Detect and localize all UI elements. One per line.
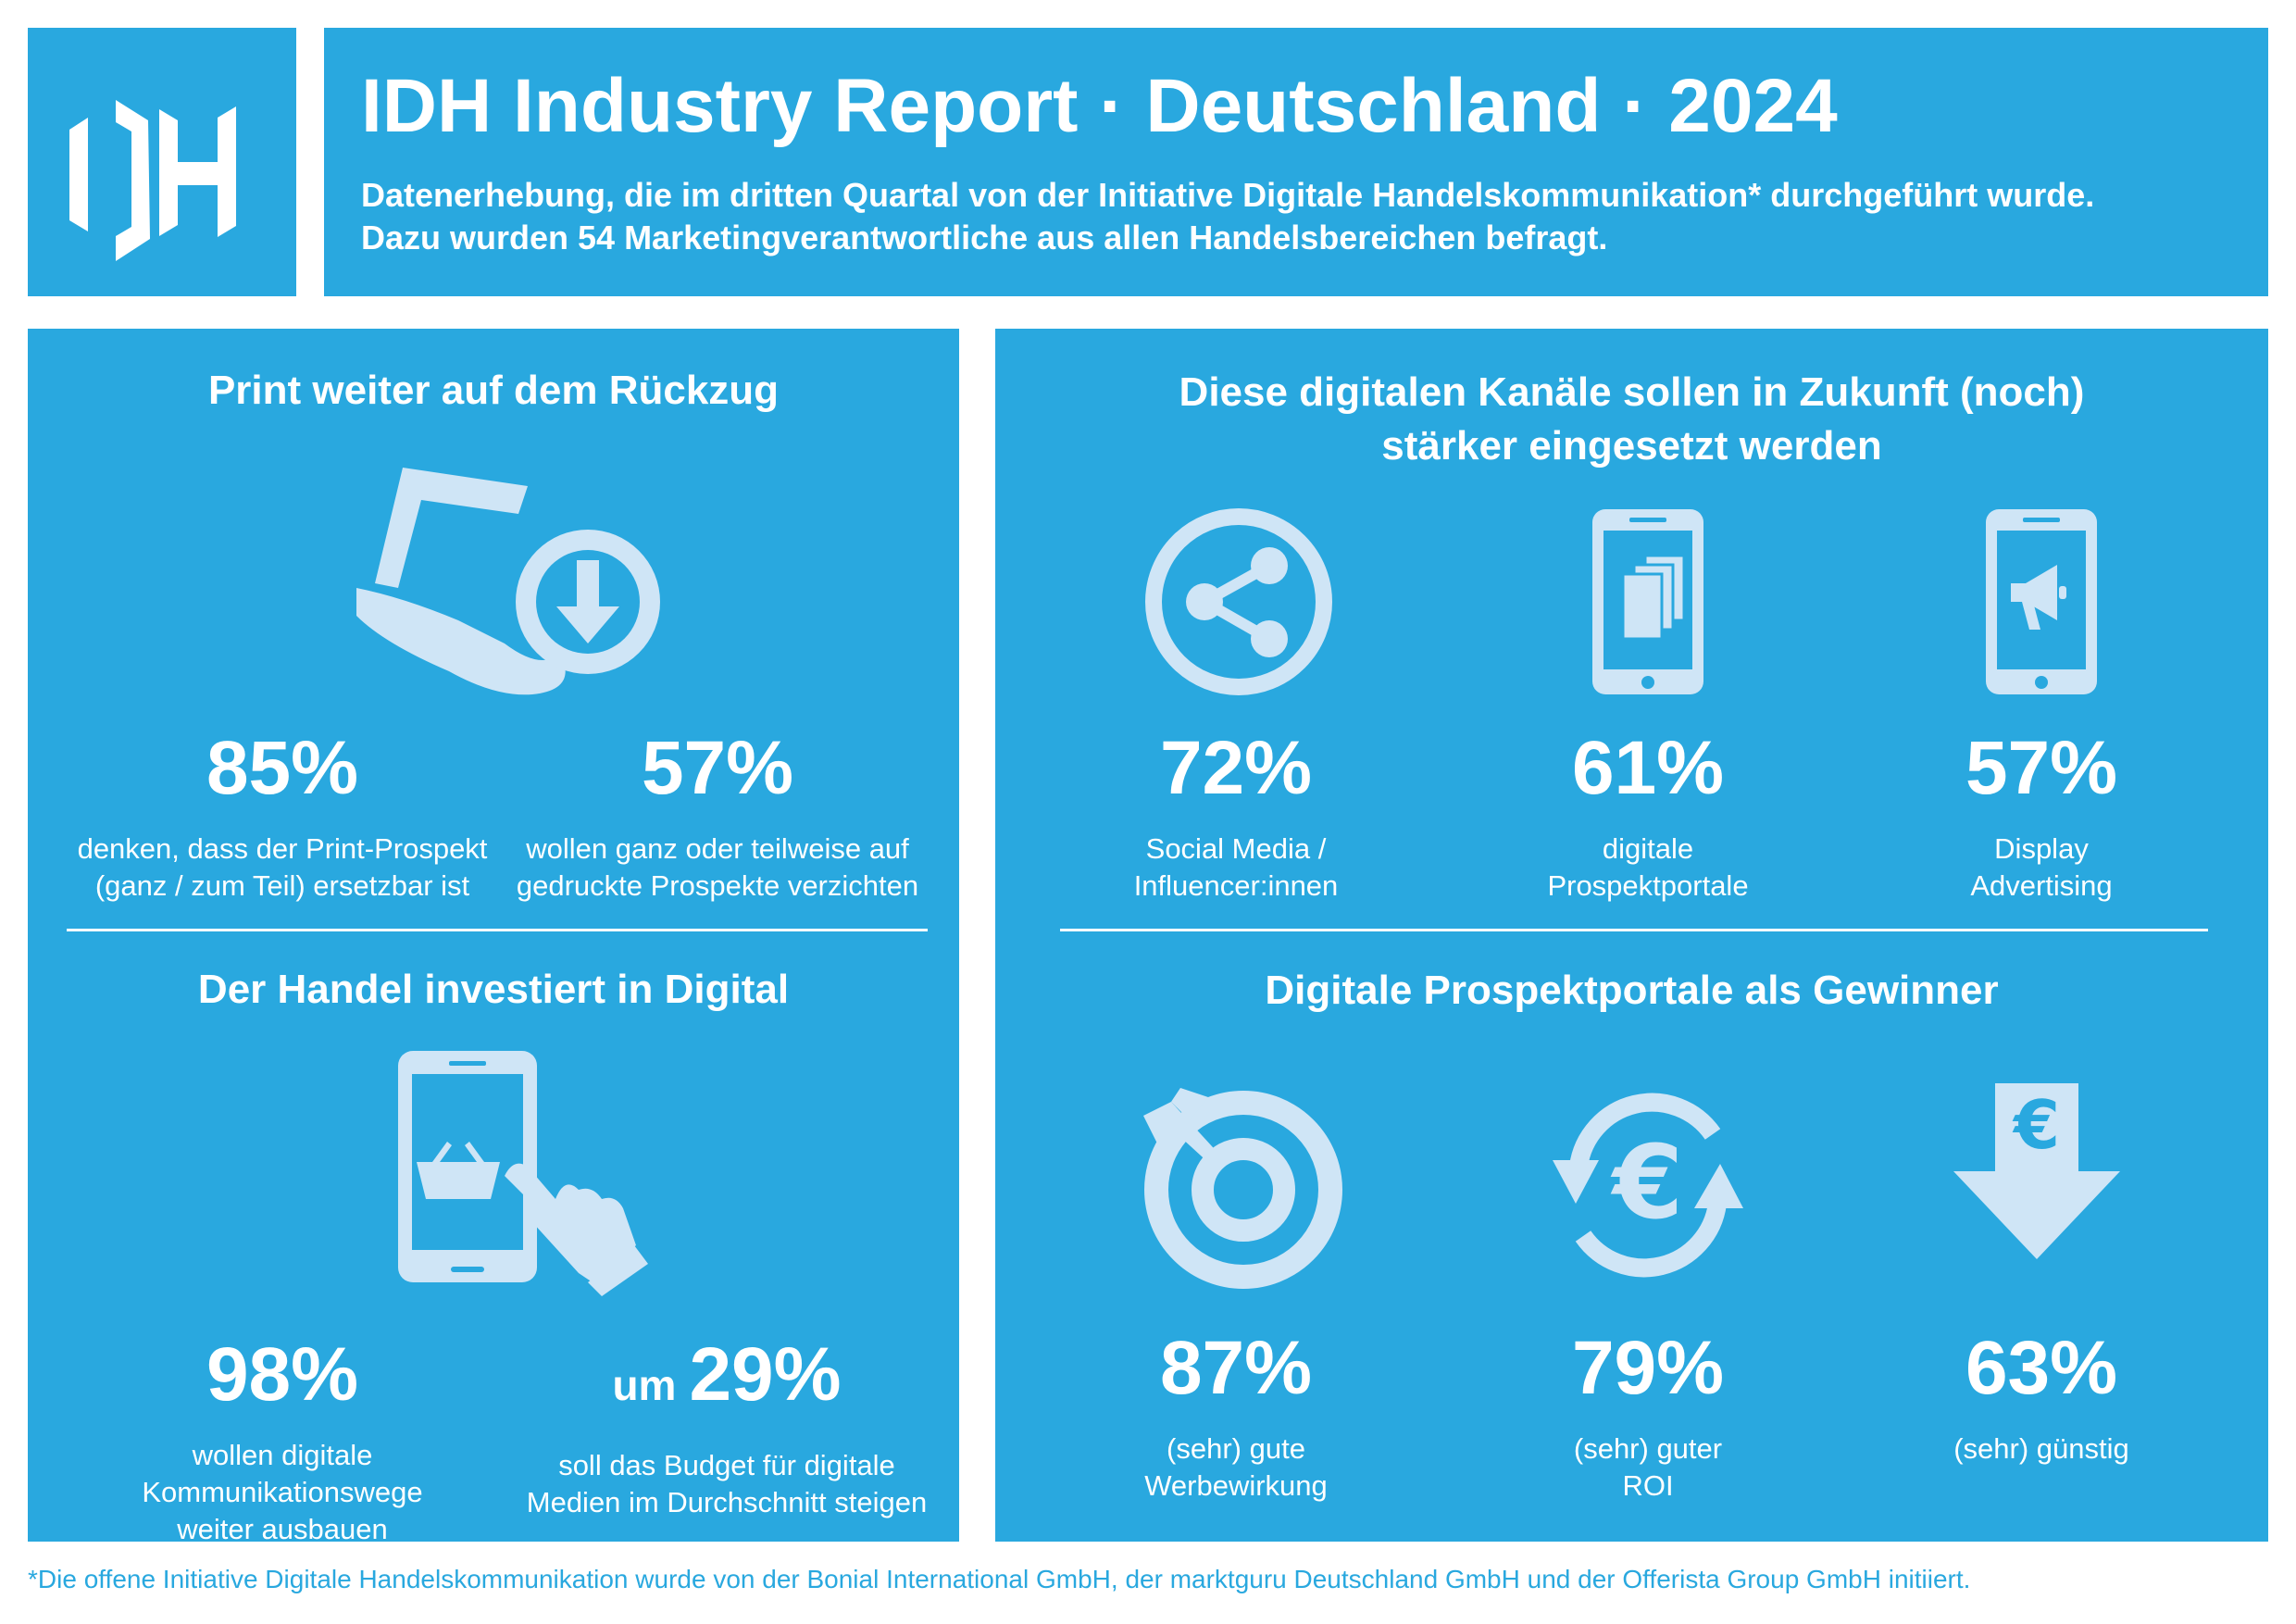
stat-value: 79%: [1571, 1326, 1725, 1410]
stat-value-number: 29%: [689, 1332, 842, 1417]
stat-label: (sehr) günstig: [1838, 1430, 2245, 1468]
stat-label: (sehr) gute Werbewirkung: [1032, 1430, 1440, 1505]
stat-label-line: Prospektportale: [1547, 869, 1749, 902]
stat-label: denken, dass der Print-Prospekt (ganz / …: [46, 831, 518, 905]
smartphone-megaphone-icon: [1986, 509, 2097, 694]
stat-label-line: Influencer:innen: [1133, 869, 1339, 902]
stat-label: Social Media / Influencer:innen: [1032, 831, 1440, 905]
section-title-channels: Diese digitalen Kanäle sollen in Zukunft…: [995, 366, 2268, 473]
stat-label-line: ROI: [1622, 1469, 1674, 1502]
target-icon: [1143, 1088, 1342, 1289]
stat-advertising-effect: 87% (sehr) gute Werbewirkung: [1032, 1327, 1440, 1505]
stat-cost-efficient: 63% (sehr) günstig: [1838, 1327, 2245, 1468]
stat-value: 63%: [1965, 1326, 2118, 1410]
stat-label: (sehr) guter ROI: [1444, 1430, 1852, 1505]
section-title-print: Print weiter auf dem Rückzug: [207, 368, 780, 413]
stat-label-line: (sehr) guter: [1573, 1432, 1723, 1465]
stat-label-line: digitale: [1602, 832, 1694, 865]
section-title-line: stärker eingesetzt werden: [1381, 423, 1882, 468]
svg-text:€: €: [1610, 1123, 1684, 1242]
stat-value: 57%: [641, 726, 794, 810]
right-panel: Diese digitalen Kanäle sollen in Zukunft…: [995, 329, 2268, 1542]
print-download-icon: [356, 468, 660, 695]
stat-label-line: Werbewirkung: [1144, 1469, 1328, 1502]
stat-value: 87%: [1159, 1326, 1313, 1410]
stat-label-line: gedruckte Prospekte verzichten: [516, 869, 919, 902]
stat-label-line: denken, dass der Print-Prospekt: [77, 832, 488, 865]
stat-label: soll das Budget für digitale Medien im D…: [491, 1447, 963, 1521]
euro-arrow-down-icon: €: [1953, 1083, 2120, 1259]
divider: [1060, 929, 2208, 931]
stat-value: 85%: [206, 726, 359, 810]
smartphone-shopping-icon: [398, 1051, 648, 1296]
stat-value: 98%: [206, 1332, 359, 1417]
section-title-digital: Der Handel investiert in Digital: [197, 967, 790, 1012]
stat-label-line: (ganz / zum Teil) ersetzbar ist: [94, 869, 470, 902]
stat-roi: 79% (sehr) guter ROI: [1444, 1327, 1852, 1505]
page-title: IDH Industry Report · Deutschland · 2024: [361, 64, 1838, 148]
stat-label-line: (sehr) gute: [1167, 1432, 1305, 1465]
subtitle-line: Dazu wurden 54 Marketingverantwortliche …: [361, 219, 1608, 256]
stat-label-line: Advertising: [1970, 869, 2113, 902]
smartphone-brochure-icon: [1592, 509, 1703, 694]
stat-value: 61%: [1571, 726, 1725, 810]
stat-label: Display Advertising: [1838, 831, 2245, 905]
header-panel: IDH Industry Report · Deutschland · 2024…: [324, 28, 2268, 296]
stat-label-line: soll das Budget für digitale: [558, 1449, 895, 1481]
stat-label: digitale Prospektportale: [1444, 831, 1852, 905]
stat-label: wollen ganz oder teilweise auf gedruckte…: [481, 831, 954, 905]
stat-label-line: weiter ausbauen: [177, 1513, 388, 1545]
logo-panel: [28, 28, 296, 296]
page-subtitle: Datenerhebung, die im dritten Quartal vo…: [361, 174, 2094, 259]
stat-label-line: Display: [1994, 832, 2089, 865]
stat-label-line: Medien im Durchschnitt steigen: [526, 1486, 928, 1518]
stat-print-renounce: 57% wollen ganz oder teilweise auf gedru…: [481, 727, 954, 905]
left-panel: Print weiter auf dem Rückzug 85% denken,…: [28, 329, 959, 1545]
idh-logo: [69, 100, 236, 261]
stat-label-line: wollen ganz oder teilweise auf: [526, 832, 909, 865]
stat-label-line: wollen digitale: [192, 1439, 373, 1471]
stat-label-line: Kommunikationswege: [142, 1476, 423, 1508]
stat-budget-increase: um 29% soll das Budget für digitale Medie…: [491, 1333, 963, 1521]
stat-prefix: um: [612, 1361, 677, 1409]
stat-label-line: (sehr) günstig: [1953, 1432, 2129, 1465]
stat-value: um 29%: [491, 1333, 963, 1427]
stat-prospect-portals: 61% digitale Prospektportale: [1444, 727, 1852, 905]
stat-expand-digital: 98% wollen digitale Kommunikationswege w…: [46, 1333, 518, 1548]
euro-cycle-icon: €: [1553, 1093, 1743, 1278]
stat-value: 57%: [1965, 726, 2118, 810]
stat-display-advertising: 57% Display Advertising: [1838, 727, 2245, 905]
stat-label: wollen digitale Kommunikationswege weite…: [46, 1437, 518, 1548]
section-title-line: Diese digitalen Kanäle sollen in Zukunft…: [1179, 369, 2085, 415]
divider: [67, 929, 928, 931]
svg-text:€: €: [2012, 1086, 2060, 1164]
stat-value: 72%: [1159, 726, 1313, 810]
subtitle-line: Datenerhebung, die im dritten Quartal vo…: [361, 176, 2095, 214]
section-title-winners: Digitale Prospektportale als Gewinner: [1265, 968, 1999, 1013]
share-icon: [1145, 508, 1332, 695]
footnote: *Die offene Initiative Digitale Handelsk…: [28, 1565, 1971, 1593]
stat-social-media: 72% Social Media / Influencer:innen: [1032, 727, 1440, 905]
stat-label-line: Social Media /: [1145, 832, 1327, 865]
stat-print-replaceable: 85% denken, dass der Print-Prospekt (gan…: [46, 727, 518, 905]
